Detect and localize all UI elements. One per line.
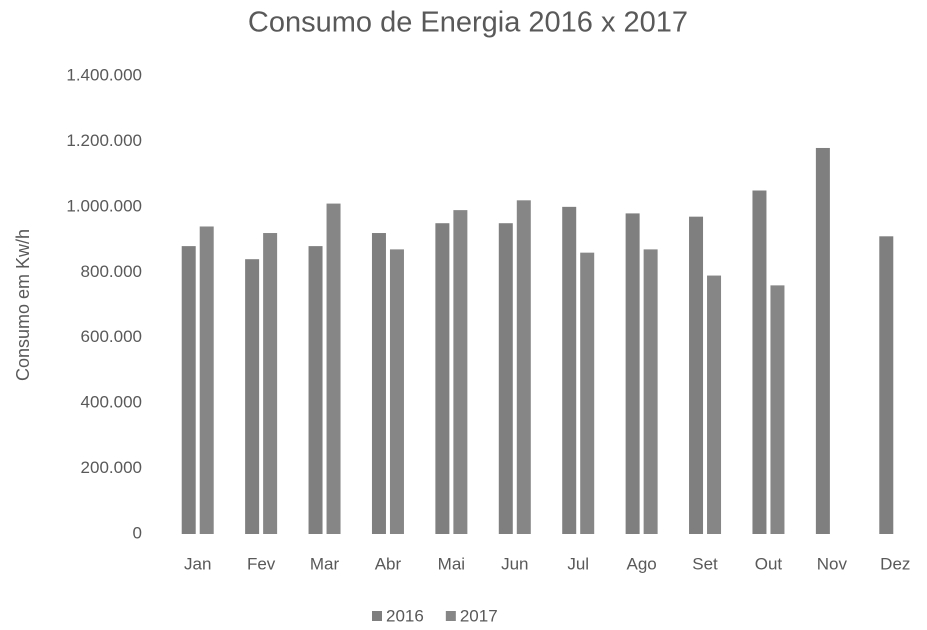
- bar: [371, 233, 386, 534]
- bar: [435, 223, 450, 534]
- x-tick-label: Jul: [567, 554, 589, 573]
- y-axis-title: Consumo em Kw/h: [13, 229, 33, 381]
- bar: [516, 200, 531, 535]
- legend-label: 2017: [460, 606, 498, 625]
- bar: [689, 216, 704, 534]
- x-tick-label: Out: [755, 554, 783, 573]
- bar: [308, 246, 323, 534]
- bar: [389, 249, 404, 534]
- x-tick-label: Jun: [501, 554, 528, 573]
- bar: [625, 213, 640, 534]
- bar: [770, 285, 785, 534]
- x-tick-label: Mai: [438, 554, 465, 573]
- x-tick-label: Set: [692, 554, 718, 573]
- legend-label: 2016: [386, 606, 424, 625]
- chart-title: Consumo de Energia 2016 x 2017: [248, 7, 688, 39]
- bar: [181, 246, 196, 534]
- bar: [326, 203, 341, 535]
- y-tick-label: 400.000: [81, 393, 142, 412]
- bar: [815, 147, 830, 534]
- x-tick-label: Jan: [184, 554, 211, 573]
- legend-swatch: [372, 611, 382, 621]
- bar: [643, 249, 658, 534]
- x-tick-label: Nov: [817, 554, 848, 573]
- y-tick-label: 200.000: [81, 458, 142, 477]
- y-tick-label: 1.000.000: [66, 196, 142, 215]
- bar: [752, 190, 767, 534]
- y-tick-label: 1.400.000: [66, 65, 142, 84]
- x-tick-label: Fev: [247, 554, 276, 573]
- legend-swatch: [445, 611, 456, 621]
- y-tick-label: 0: [133, 523, 142, 542]
- y-tick-label: 600.000: [81, 327, 142, 346]
- bar: [453, 210, 468, 534]
- y-tick-label: 1.200.000: [66, 131, 142, 150]
- bar: [580, 252, 595, 534]
- bar: [879, 236, 894, 535]
- x-tick-label: Dez: [880, 554, 910, 573]
- bar: [199, 226, 214, 534]
- bar: [263, 233, 278, 534]
- bar: [707, 275, 722, 534]
- y-tick-label: 800.000: [81, 262, 142, 281]
- x-tick-label: Ago: [627, 554, 657, 573]
- x-tick-label: Abr: [375, 554, 402, 573]
- x-tick-label: Mar: [310, 554, 340, 573]
- bar: [562, 206, 577, 534]
- bar: [245, 259, 260, 534]
- bar: [498, 223, 513, 534]
